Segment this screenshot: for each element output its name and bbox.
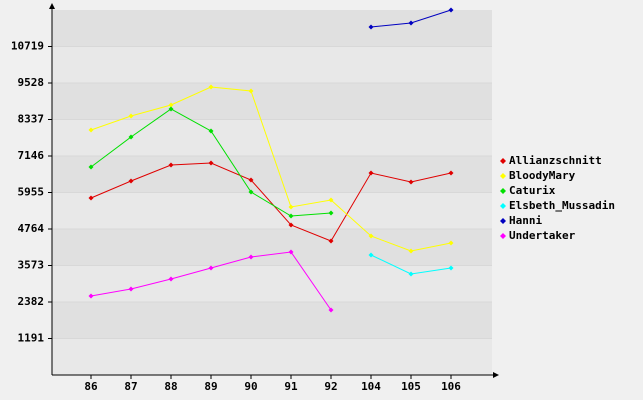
legend-marker	[500, 233, 506, 239]
legend-marker	[500, 173, 506, 179]
grid-band	[52, 302, 492, 339]
x-tick-label: 86	[84, 380, 98, 393]
y-tick-label: 8337	[18, 113, 45, 126]
y-tick-label: 5955	[18, 186, 45, 199]
data-point	[408, 248, 414, 254]
grid-band	[52, 338, 492, 375]
data-point	[448, 170, 454, 176]
grid-band	[52, 119, 492, 156]
data-point	[408, 179, 414, 185]
legend-marker	[500, 158, 506, 164]
x-tick-label: 106	[441, 380, 461, 393]
data-point	[248, 177, 254, 183]
data-point	[288, 249, 294, 255]
grid-band	[52, 192, 492, 229]
y-tick-label: 3573	[18, 259, 45, 272]
x-tick-label: 105	[401, 380, 421, 393]
legend-label: BloodyMary	[509, 169, 576, 182]
legend-label: Hanni	[509, 214, 542, 227]
data-point	[408, 20, 414, 26]
data-point	[368, 233, 374, 239]
data-point	[88, 195, 94, 201]
y-tick-label: 4764	[18, 222, 45, 235]
y-tick-label: 7146	[18, 149, 45, 162]
data-point	[128, 134, 134, 140]
y-axis-arrow	[49, 3, 55, 9]
data-point	[168, 162, 174, 168]
x-tick-label: 92	[324, 380, 337, 393]
data-point	[128, 113, 134, 119]
data-point	[208, 160, 214, 166]
x-tick-label: 89	[204, 380, 217, 393]
x-tick-label: 91	[284, 380, 298, 393]
y-tick-label: 10719	[11, 40, 44, 53]
x-tick-label: 90	[244, 380, 257, 393]
legend-label: Caturix	[509, 184, 556, 197]
legend-marker	[500, 218, 506, 224]
legend-marker	[500, 188, 506, 194]
series-line	[90, 86, 452, 252]
data-point	[328, 210, 334, 216]
grid-band	[52, 46, 492, 83]
x-tick-label: 88	[164, 380, 177, 393]
data-point	[128, 178, 134, 184]
grid-band	[52, 10, 492, 47]
y-tick-label: 9528	[18, 76, 45, 89]
legend-marker	[500, 203, 506, 209]
data-point	[448, 7, 454, 13]
x-tick-label: 104	[361, 380, 381, 393]
data-point	[328, 238, 334, 244]
y-tick-label: 1191	[18, 332, 45, 345]
data-point	[288, 213, 294, 219]
data-point	[88, 164, 94, 170]
data-point	[168, 276, 174, 282]
series-line	[90, 162, 452, 242]
data-point	[208, 128, 214, 134]
data-point	[288, 222, 294, 228]
data-point	[288, 204, 294, 210]
data-point	[88, 127, 94, 133]
data-point	[168, 102, 174, 108]
data-point	[208, 84, 214, 90]
data-point	[248, 254, 254, 260]
data-point	[408, 271, 414, 277]
data-point	[368, 252, 374, 258]
data-point	[328, 197, 334, 203]
data-point	[368, 24, 374, 30]
data-point	[328, 307, 334, 313]
data-point	[208, 265, 214, 271]
grid-band	[52, 229, 492, 266]
data-point	[128, 286, 134, 292]
data-point	[448, 265, 454, 271]
grid-band	[52, 156, 492, 193]
grid-band	[52, 265, 492, 302]
legend-label: Undertaker	[509, 229, 576, 242]
data-point	[248, 88, 254, 94]
data-point	[368, 170, 374, 176]
grid-band	[52, 83, 492, 120]
data-point	[168, 106, 174, 112]
y-tick-label: 2382	[18, 295, 45, 308]
data-point	[88, 293, 94, 299]
x-axis-arrow	[493, 372, 499, 378]
data-point	[448, 240, 454, 246]
x-tick-label: 87	[124, 380, 137, 393]
legend-label: Allianzschnitt	[509, 154, 602, 167]
data-point	[248, 189, 254, 195]
legend-label: Elsbeth_Mussadin	[509, 199, 615, 212]
